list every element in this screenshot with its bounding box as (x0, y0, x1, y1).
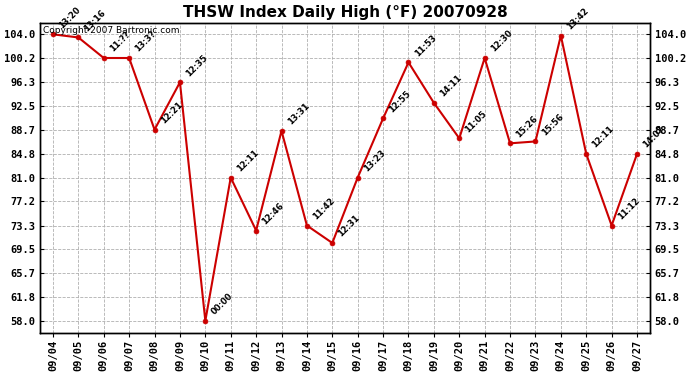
Text: 12:30: 12:30 (489, 28, 514, 54)
Text: 13:23: 13:23 (362, 148, 387, 173)
Text: 13:3?: 13:3? (133, 30, 158, 54)
Text: 13:31: 13:31 (286, 102, 311, 127)
Text: 14:07: 14:07 (641, 124, 667, 150)
Text: 11:??: 11:?? (108, 30, 132, 54)
Text: 13:16: 13:16 (83, 8, 108, 33)
Text: 11:42: 11:42 (311, 196, 337, 221)
Text: 12:31: 12:31 (337, 213, 362, 239)
Text: 11:05: 11:05 (464, 109, 489, 134)
Text: 15:56: 15:56 (540, 112, 565, 137)
Text: 12:11: 12:11 (591, 124, 615, 150)
Text: 12:35: 12:35 (184, 53, 209, 78)
Text: 12:11: 12:11 (235, 148, 260, 173)
Text: 13:42: 13:42 (565, 6, 590, 32)
Title: THSW Index Daily High (°F) 20070928: THSW Index Daily High (°F) 20070928 (183, 5, 507, 20)
Text: Copyright 2007 Bartronic.com: Copyright 2007 Bartronic.com (43, 26, 180, 34)
Text: 12:46: 12:46 (260, 201, 286, 226)
Text: 11:12: 11:12 (615, 196, 641, 221)
Text: 15:26: 15:26 (514, 114, 540, 139)
Text: 00:00: 00:00 (210, 292, 235, 316)
Text: 11:53: 11:53 (413, 33, 438, 58)
Text: 14:11: 14:11 (438, 73, 464, 99)
Text: 12:55: 12:55 (387, 89, 413, 114)
Text: 13:20: 13:20 (57, 5, 82, 30)
Text: 12:21: 12:21 (159, 100, 184, 126)
